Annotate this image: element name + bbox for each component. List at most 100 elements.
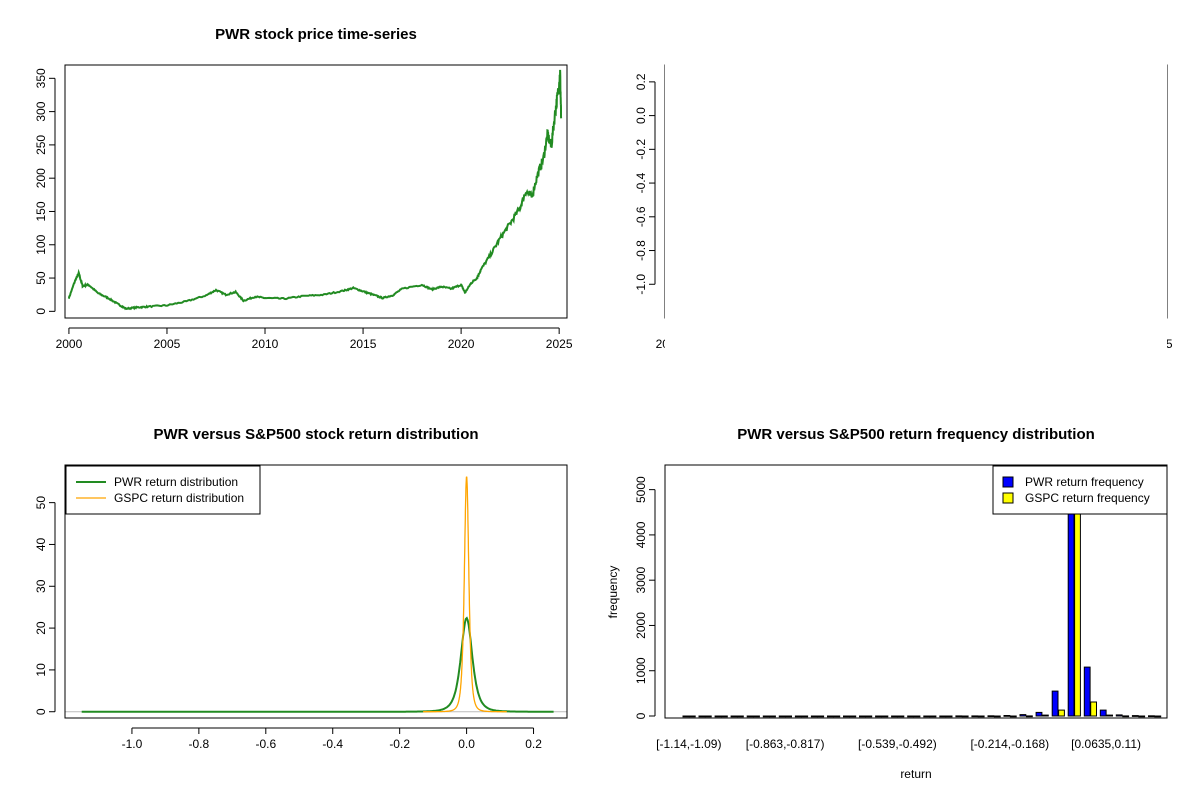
plot-frame [664,464,1168,719]
bar-pwr [1067,512,1075,717]
bar-pwr [746,715,754,718]
y-tick-label: 350 [34,68,48,88]
legend-label: PWR return distribution [114,475,238,489]
bar-pwr [682,715,690,718]
bar-gspc [1042,714,1049,717]
y-tick-label: 1000 [634,657,648,684]
price-series-line [67,69,563,311]
y-tick-label: 0.2 [634,73,648,90]
x-tick-label: 2025 [546,337,573,351]
x-tick-label: [-1.14,-1.09) [656,737,721,751]
bar-pwr [698,715,706,718]
bar-gspc [897,715,905,718]
bar-gspc [913,715,921,718]
bar-pwr [1051,690,1059,717]
density-curve-1 [423,476,507,713]
legend-label: GSPC return frequency [1025,491,1150,505]
x-tick-label: -0.2 [389,737,410,751]
x-tick-label: -1.0 [122,737,143,751]
bar-gspc [688,715,696,718]
bar-pwr [730,715,738,718]
y-tick-label: 150 [34,201,48,221]
bar-gspc [1138,715,1146,718]
bar-pwr [827,715,834,718]
bar-gspc [721,715,728,718]
bar-gspc [704,715,712,718]
x-tick-label: 0.2 [525,737,542,751]
clip-cover [665,0,1167,465]
bar-pwr [987,715,995,718]
x-tick-label: 2015 [350,337,377,351]
bar-pwr [939,715,947,718]
y-tick-label: -1.0 [634,274,648,295]
x-tick-label: -0.8 [189,737,210,751]
density-curve-0 [81,616,554,713]
legend-swatch [1002,476,1014,488]
bar-pwr [794,715,802,718]
x-tick-label: [-0.863,-0.817) [746,737,825,751]
x-tick-label: 2000 [56,337,83,351]
y-tick-label: -0.8 [634,240,648,261]
bar-pwr [1099,709,1107,717]
x-tick-label: 2005 [154,337,181,351]
x-tick-label: -0.6 [255,737,276,751]
bar-pwr [923,715,931,718]
x-tick-label: -0.4 [322,737,343,751]
bar-pwr [875,715,882,718]
y-tick-label: 3000 [634,567,648,594]
bar-pwr [971,715,979,718]
bar-pwr [1003,715,1011,717]
bar-gspc [801,715,809,718]
bar-gspc [993,715,1001,718]
y-axis-label: frequency [606,566,620,619]
bar-pwr [1115,714,1123,717]
chart-title-overlay: PWR versus S&P500 return frequency distr… [737,426,1095,443]
bar-pwr [1035,711,1043,717]
y-tick-label: 0 [34,308,48,315]
y-tick-label: 40 [34,537,48,551]
bar-gspc [785,715,793,718]
legend-swatch [1002,492,1014,504]
panel-return-distribution: PWR versus S&P500 stock return distribut… [34,426,568,751]
bar-gspc [929,715,937,718]
bar-pwr [778,715,786,718]
y-tick-label: -0.6 [634,206,648,227]
x-tick-label: [-0.539,-0.492) [858,737,937,751]
bar-gspc [737,715,744,718]
bar-pwr [762,715,770,718]
bar-gspc [1122,715,1130,718]
bar-pwr [714,715,722,718]
bar-pwr [1131,715,1139,717]
y-tick-label: 300 [34,101,48,121]
bar-pwr [907,715,915,718]
bar-gspc [1026,715,1033,718]
y-tick-label: 4000 [634,521,648,548]
legend-box [992,465,1168,515]
bar-gspc [1058,709,1065,717]
bar-gspc [1090,701,1097,717]
y-tick-label: 30 [34,579,48,593]
x-tick-label: 2020 [448,337,475,351]
bar-gspc [881,715,889,718]
x-tick-label: [-0.214,-0.168) [970,737,1049,751]
bar-gspc [945,715,953,718]
bar-gspc [833,715,841,718]
bar-gspc [1106,714,1113,717]
bar-gspc [769,715,776,718]
plot-frame [64,464,568,719]
y-tick-label: 50 [34,496,48,510]
bar-gspc [977,715,985,718]
chart-title: PWR stock price time-series [215,26,417,43]
y-tick-label: -0.2 [634,139,648,160]
bar-pwr [859,715,866,718]
bar-gspc [865,715,873,718]
bar-pwr [810,715,818,718]
y-tick-label: 250 [34,135,48,155]
x-axis-label: return [900,767,931,781]
y-tick-label: 0.0 [634,107,648,124]
bar-pwr [843,715,850,718]
x-tick-label: 0.0 [458,737,475,751]
y-tick-label: 10 [34,663,48,677]
